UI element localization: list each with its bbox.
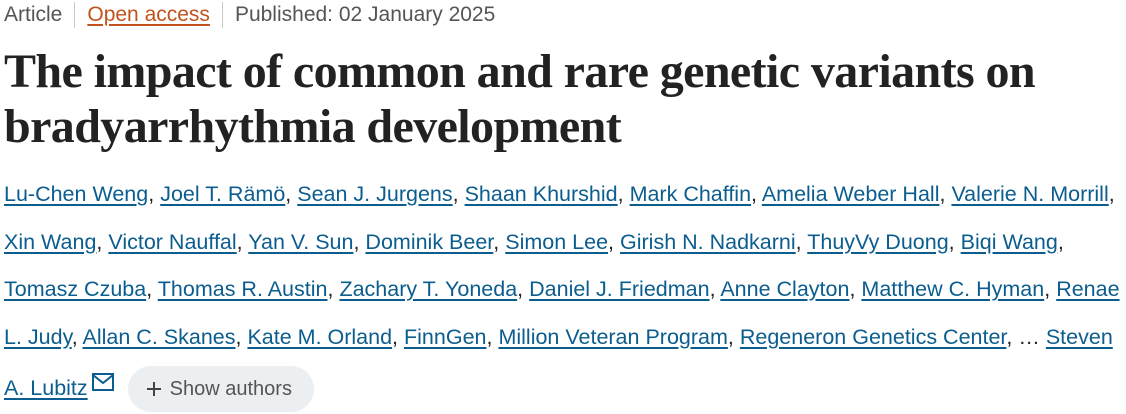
separator: , <box>146 277 153 301</box>
author-link[interactable]: Simon Lee <box>505 229 609 254</box>
author-list: Lu-Chen Weng, Joel T. Rämö, Sean J. Jurg… <box>4 171 1122 413</box>
separator: , <box>493 229 500 254</box>
article-type: Article <box>4 3 63 26</box>
author-link[interactable]: Tomasz Czuba <box>4 277 147 301</box>
author-link[interactable]: Thomas R. Austin <box>157 277 328 301</box>
separator: , <box>486 324 493 349</box>
separator: , <box>948 229 955 254</box>
published-date: Published: 02 January 2025 <box>221 2 507 28</box>
author-link[interactable]: Matthew C. Hyman <box>861 277 1045 301</box>
author-link[interactable]: Shaan Khurshid <box>464 182 618 206</box>
separator: , <box>709 277 716 301</box>
author-link[interactable]: Valerie N. Morrill <box>951 182 1109 206</box>
separator: , <box>727 324 734 349</box>
author-link[interactable]: Dominik Beer <box>365 229 494 254</box>
author-link[interactable]: Amelia Weber Hall <box>761 182 940 206</box>
separator: , <box>1044 277 1051 301</box>
author-link[interactable]: Steven A. Lubitz <box>4 324 1113 401</box>
author-link[interactable]: Million Veteran Program <box>498 324 728 349</box>
author-link[interactable]: Sean J. Jurgens <box>297 182 453 206</box>
open-access-link[interactable]: Open access <box>74 2 222 28</box>
article-title: The impact of common and rare genetic va… <box>4 45 1036 153</box>
author-link[interactable]: Allan C. Skanes <box>82 324 236 349</box>
separator: , <box>517 277 524 301</box>
author-link[interactable]: ThuyVy Duong <box>807 229 949 254</box>
separator: , <box>235 324 242 349</box>
separator: , <box>285 182 292 206</box>
meta-line: Article Open access Published: 02 Januar… <box>4 0 1122 30</box>
author-link[interactable]: Kate M. Orland <box>247 324 393 349</box>
separator: , <box>1108 182 1115 206</box>
separator: , <box>1006 324 1013 349</box>
separator: , <box>608 229 615 254</box>
separator: , <box>795 229 802 254</box>
separator: , <box>71 324 78 349</box>
author-link[interactable]: Lu-Chen Weng <box>4 182 149 206</box>
author-link[interactable]: Xin Wang <box>4 229 97 254</box>
author-link[interactable]: Yan V. Sun <box>248 229 354 254</box>
author-link[interactable]: Daniel J. Friedman <box>529 277 710 301</box>
separator: , <box>849 277 856 301</box>
email-icon[interactable] <box>91 361 114 409</box>
author-link[interactable]: Mark Chaffin <box>629 182 752 206</box>
separator: , <box>148 182 155 206</box>
separator: , <box>236 229 243 254</box>
author-link[interactable]: Victor Nauffal <box>108 229 237 254</box>
ellipsis: … <box>1018 324 1040 349</box>
separator: , <box>353 229 360 254</box>
author-link[interactable]: Anne Clayton <box>720 277 850 301</box>
separator: , <box>452 182 459 206</box>
author-link[interactable]: Girish N. Nadkarni <box>620 229 796 254</box>
plus-icon <box>146 382 161 397</box>
author-link[interactable]: Joel T. Rämö <box>160 182 286 206</box>
author-link[interactable]: FinnGen <box>404 324 487 349</box>
show-authors-button[interactable]: Show authors <box>127 366 314 413</box>
separator: , <box>96 229 103 254</box>
author-link[interactable]: Renae L. Judy <box>4 277 1120 349</box>
separator: , <box>617 182 624 206</box>
author-link[interactable]: Regeneron Genetics Center <box>739 324 1007 349</box>
author-link[interactable]: Zachary T. Yoneda <box>339 277 518 301</box>
envelope <box>91 373 114 391</box>
separator: , <box>392 324 399 349</box>
author-link[interactable]: Biqi Wang <box>960 229 1058 254</box>
separator: , <box>1057 229 1064 254</box>
separator: , <box>751 182 758 206</box>
separator: , <box>327 277 334 301</box>
show-authors-label: Show authors <box>169 377 292 400</box>
separator: , <box>939 182 946 206</box>
